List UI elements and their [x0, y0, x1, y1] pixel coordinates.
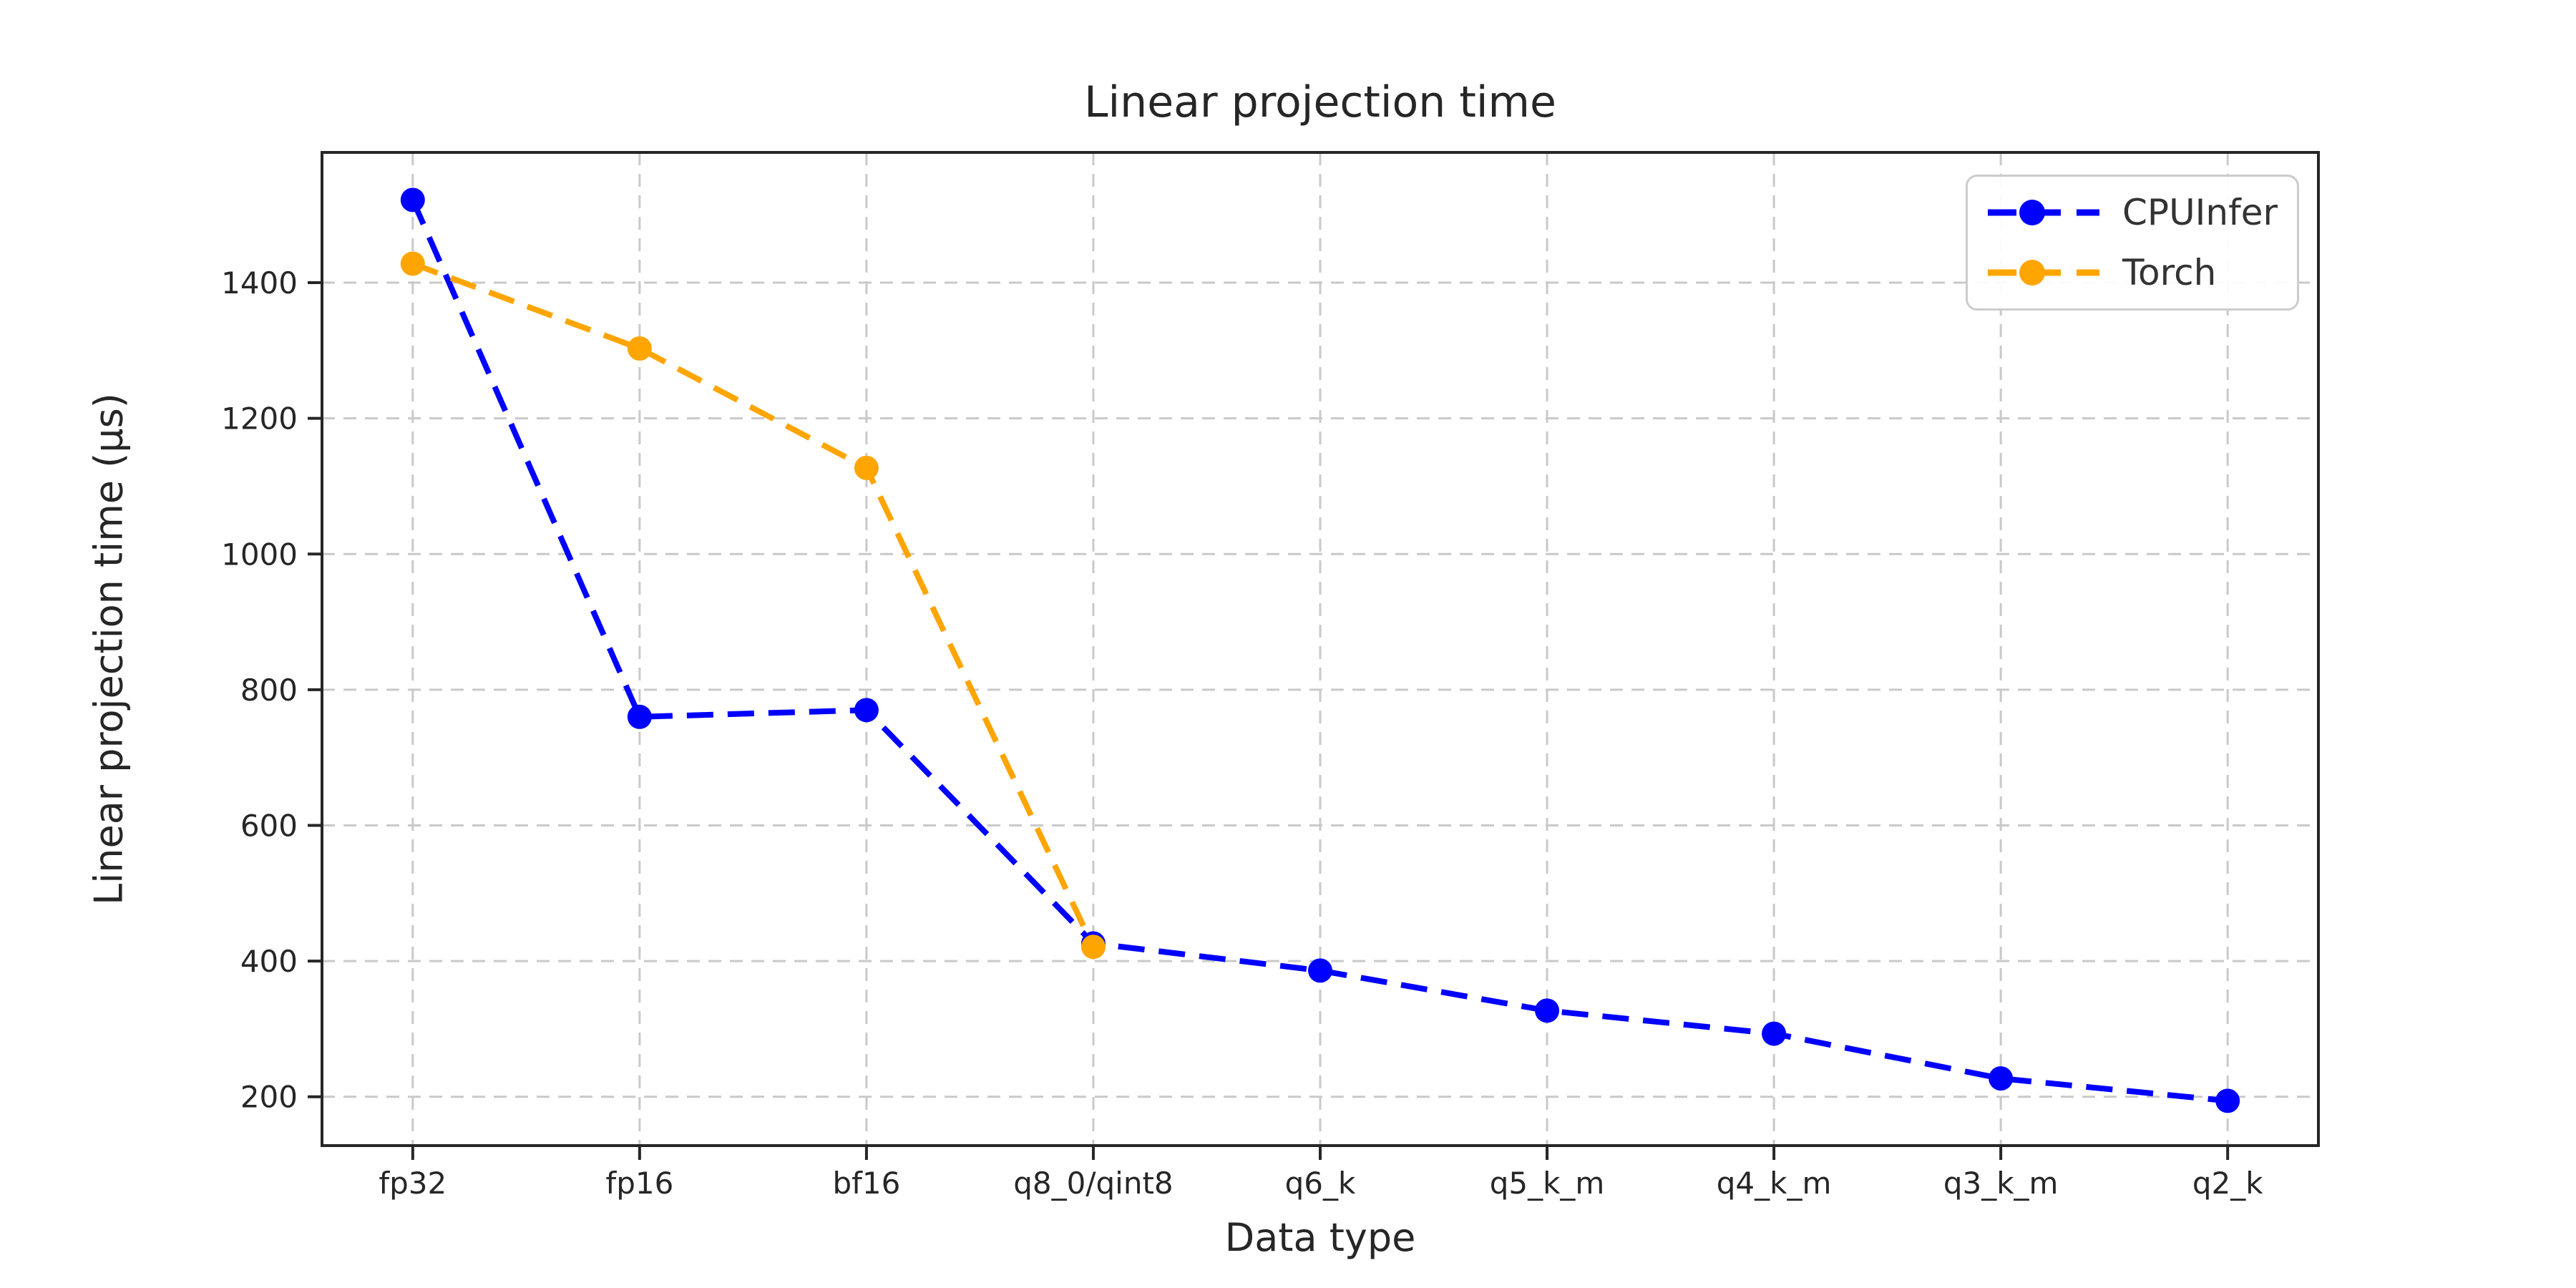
- x-tick-label: q5_k_m: [1490, 1166, 1605, 1201]
- x-tick-label: fp16: [605, 1166, 673, 1201]
- series-line-cpuinfer: [410, 198, 2228, 1104]
- chart-title: Linear projection time: [1084, 77, 1556, 127]
- x-tick-label: q6_k: [1285, 1166, 1356, 1201]
- y-tick-label: 1000: [221, 537, 298, 572]
- legend-sample-cpuinfer: [1988, 200, 2099, 225]
- y-tick-label: 800: [240, 673, 298, 708]
- data-point-cpuinfer: [1535, 998, 1560, 1023]
- series-line-torch: [411, 260, 1096, 948]
- legend-item-cpuinfer: CPUInfer: [1986, 195, 2278, 230]
- legend-sample-marker: [2019, 200, 2045, 225]
- x-tick-label: bf16: [832, 1166, 900, 1201]
- data-point-cpuinfer: [1989, 1066, 2014, 1091]
- y-tick-label: 1200: [221, 401, 298, 436]
- data-point-cpuinfer: [1308, 958, 1332, 983]
- y-tick-label: 600: [240, 809, 298, 844]
- data-point-cpuinfer: [2215, 1088, 2240, 1113]
- data-point-cpuinfer: [627, 704, 652, 729]
- legend-item-torch: Torch: [1986, 255, 2278, 291]
- y-tick-label: 1400: [221, 265, 298, 301]
- x-tick-label: q3_k_m: [1943, 1166, 2059, 1201]
- legend: CPUInfer Torch: [1966, 175, 2299, 311]
- y-tick-label: 400: [240, 944, 298, 979]
- x-tick-label: fp32: [379, 1166, 447, 1201]
- y-tick-label: 200: [240, 1080, 298, 1115]
- data-point-cpuinfer: [400, 187, 425, 213]
- legend-sample-torch: [1988, 260, 2099, 286]
- legend-label-cpuinfer: CPUInfer: [2122, 192, 2278, 233]
- legend-label-torch: Torch: [2122, 252, 2217, 293]
- data-point-torch: [627, 336, 652, 361]
- legend-sample-marker: [2019, 260, 2045, 286]
- data-point-torch: [854, 455, 879, 480]
- data-point-torch: [1080, 935, 1106, 960]
- data-point-cpuinfer: [1762, 1021, 1787, 1046]
- data-point-torch: [400, 251, 425, 276]
- x-tick-label: q2_k: [2192, 1166, 2263, 1201]
- x-tick-label: q8_0/qint8: [1013, 1166, 1173, 1201]
- x-tick-label: q4_k_m: [1717, 1166, 1832, 1201]
- x-axis-label: Data type: [1224, 1215, 1416, 1260]
- data-point-cpuinfer: [854, 698, 879, 723]
